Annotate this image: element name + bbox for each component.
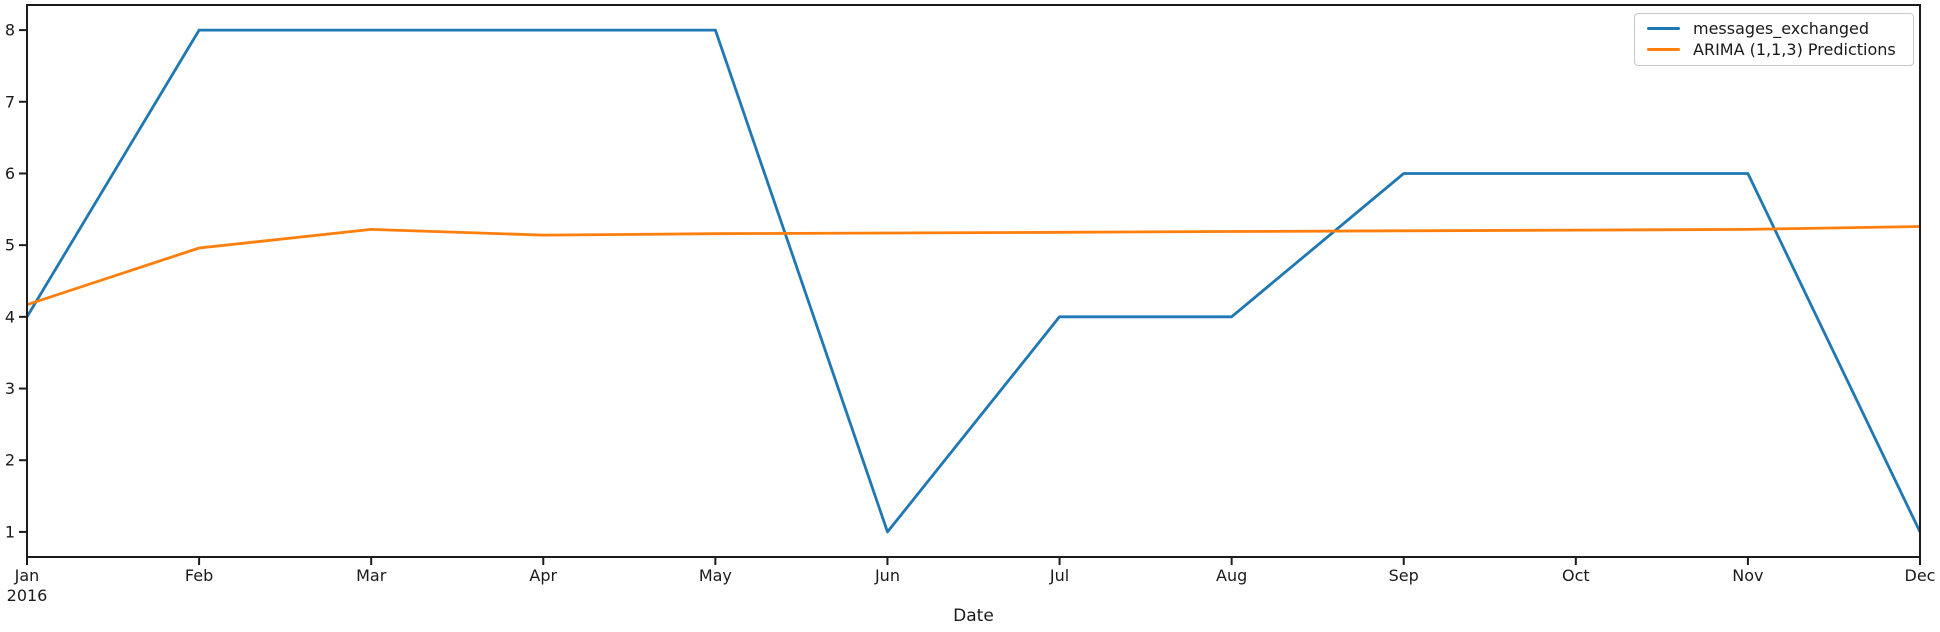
series-line-messages-exchanged [25, 28, 1922, 534]
axes-frame [26, 4, 1921, 558]
x-tick-label: Apr [529, 566, 557, 585]
legend-line-swatch-blue [1647, 27, 1680, 30]
legend-line-swatch-orange [1647, 48, 1680, 51]
series-line-arima-1-1-3-predictions [26, 225, 1921, 307]
x-tick-label: Nov [1732, 566, 1763, 585]
x-tick-label: Oct [1562, 566, 1590, 585]
legend-item-arima-predictions: ARIMA (1,1,3) Predictions [1647, 40, 1905, 59]
x-tick-label: Jan [14, 566, 40, 585]
y-tick-label: 6 [5, 164, 15, 183]
x-tick-label: Mar [356, 566, 387, 585]
x-tick-label: Aug [1216, 566, 1247, 585]
x-tick-label: Dec [1905, 566, 1936, 585]
x-tick-year-label: 2016 [7, 586, 48, 605]
x-tick-label: Sep [1389, 566, 1419, 585]
x-axis-title: Date [953, 606, 994, 626]
legend-label: messages_exchanged [1693, 19, 1870, 38]
y-tick-label: 2 [5, 451, 15, 470]
y-tick-label: 4 [5, 307, 15, 326]
y-tick-label: 8 [5, 21, 15, 40]
legend-item-messages-exchanged: messages_exchanged [1647, 19, 1905, 38]
y-tick-label: 7 [5, 92, 15, 111]
x-tick-label: Jul [1049, 566, 1069, 585]
x-tick-label: Jun [874, 566, 900, 585]
y-tick-label: 3 [5, 379, 15, 398]
legend-label: ARIMA (1,1,3) Predictions [1693, 40, 1896, 59]
x-tick-label: May [699, 566, 732, 585]
y-tick-label: 5 [5, 236, 15, 255]
y-tick-label: 1 [5, 522, 15, 541]
x-tick-label: Feb [185, 566, 213, 585]
legend: messages_exchanged ARIMA (1,1,3) Predict… [1634, 13, 1914, 66]
